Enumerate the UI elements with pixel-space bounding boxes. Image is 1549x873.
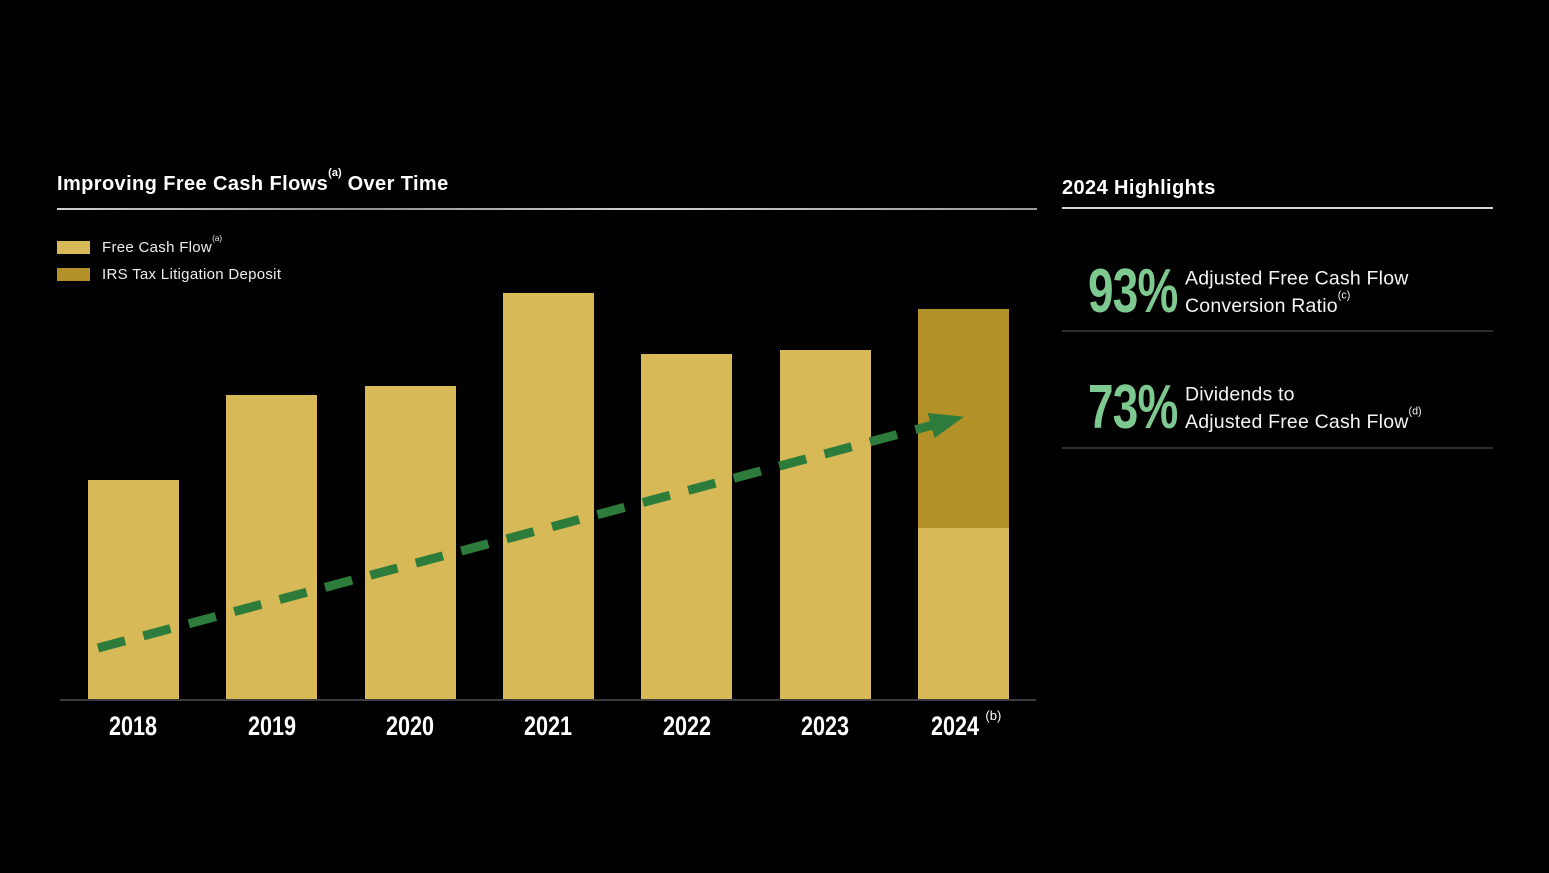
chart-title-footnote-a: (a) [328, 167, 342, 180]
year-text: 2022 [662, 711, 711, 741]
bar-2021-free-cash-flow [502, 293, 594, 699]
highlights-divider-1 [1062, 330, 1493, 332]
year-text: 2018 [109, 711, 158, 741]
x-axis-label-2023: 2023 [745, 711, 905, 742]
x-axis-label-2022: 2022 [607, 711, 767, 742]
legend-text: Free Cash Flow [102, 239, 213, 256]
x-axis-label-2018: 2018 [54, 711, 214, 742]
chart-title: Improving Free Cash Flows(a) Over Time [57, 167, 449, 196]
legend-text: IRS Tax Litigation Deposit [102, 266, 282, 283]
legend-label-irs-deposit: IRS Tax Litigation Deposit [102, 266, 281, 283]
year-text: 2019 [247, 711, 296, 741]
stat-label-line2-text: Adjusted Free Cash Flow [1185, 410, 1409, 433]
chart-legend: Free Cash Flow(a) IRS Tax Litigation Dep… [57, 234, 281, 288]
year-text: 2023 [800, 711, 850, 741]
year-text: 2024 [931, 711, 980, 741]
stat-footnote-d: (d) [1408, 404, 1422, 417]
highlights-title: 2024 Highlights [1062, 177, 1216, 199]
legend-label-free-cash-flow: Free Cash Flow(a) [102, 234, 222, 256]
x-axis-label-2024: 2024 (b) [883, 708, 1043, 742]
bar-2019-free-cash-flow [226, 395, 318, 699]
chart-title-suffix: Over Time [341, 173, 449, 195]
year-text: 2020 [386, 711, 435, 741]
x-axis-label-2019: 2019 [192, 711, 352, 742]
legend-swatch-free-cash-flow [57, 241, 90, 254]
stat-label-dividends: Dividends to Adjusted Free Cash Flow(d) [1185, 383, 1422, 433]
x-axis-label-2021: 2021 [468, 711, 628, 742]
bar-2022-free-cash-flow [641, 354, 733, 699]
bar-2023-free-cash-flow [779, 350, 871, 699]
stat-label-line2: Conversion Ratio(c) [1185, 288, 1409, 317]
stat-label-line1: Adjusted Free Cash Flow [1185, 267, 1409, 290]
year-text: 2021 [524, 711, 573, 741]
bar-2018-free-cash-flow [88, 480, 179, 699]
stat-conversion-ratio: 93% Adjusted Free Cash Flow Conversion R… [1088, 252, 1498, 332]
stat-dividends: 73% Dividends to Adjusted Free Cash Flow… [1088, 368, 1498, 448]
legend-footnote-a: (a) [212, 234, 223, 244]
chart-title-underline [57, 208, 1037, 210]
stat-footnote-c: (c) [1337, 288, 1351, 301]
bar-2024-irs-deposit [917, 309, 1009, 528]
legend-item-irs-deposit: IRS Tax Litigation Deposit [57, 261, 281, 288]
bar-2024-free-cash-flow [917, 528, 1009, 699]
stat-label-line2: Adjusted Free Cash Flow(d) [1185, 404, 1422, 433]
stat-label-line1: Dividends to [1185, 383, 1295, 406]
x-axis-label-2020: 2020 [330, 711, 490, 742]
legend-item-free-cash-flow: Free Cash Flow(a) [57, 234, 281, 261]
highlights-divider-2 [1062, 447, 1493, 449]
highlights-title-underline [1062, 207, 1493, 209]
legend-swatch-irs-deposit [57, 268, 90, 281]
year-footnote: (b) [985, 708, 1002, 724]
chart-title-text: Improving Free Cash Flows [57, 173, 329, 195]
x-axis-line [60, 699, 1036, 701]
bar-2020-free-cash-flow [364, 386, 456, 699]
stat-label-conversion-ratio: Adjusted Free Cash Flow Conversion Ratio… [1185, 267, 1409, 317]
stat-label-line2-text: Conversion Ratio [1185, 294, 1338, 317]
stat-value-73: 73% [1088, 373, 1178, 442]
stat-value-93: 93% [1088, 257, 1178, 326]
